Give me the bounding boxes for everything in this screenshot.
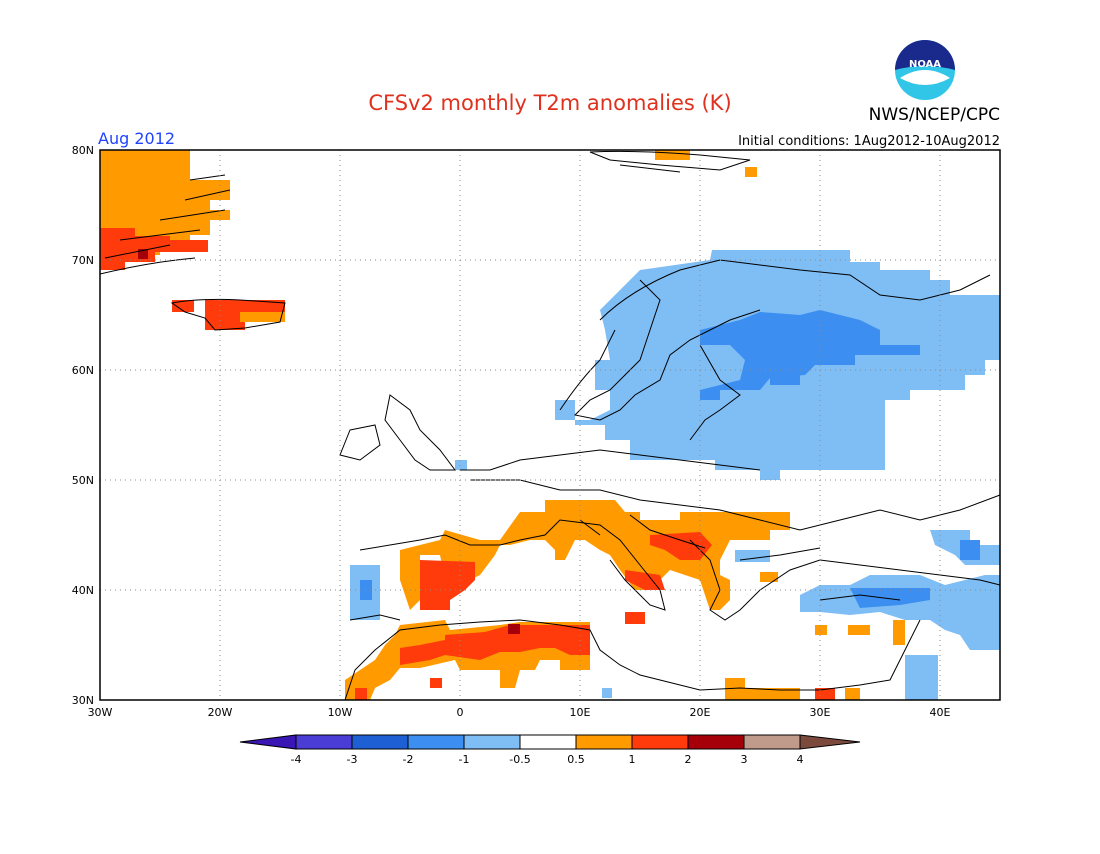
anomaly-greenland-strong [100,228,208,270]
month-label: Aug 2012 [98,129,175,148]
lon-label: 30W [88,706,113,719]
legend-label: -4 [291,753,302,766]
noaa-logo-text: NOAA [909,59,941,70]
lon-label: 40E [930,706,951,719]
lat-label: 60N [72,364,94,377]
legend-swatch [463,734,521,750]
lon-label: 10W [328,706,353,719]
legend-label: -0.5 [509,753,530,766]
legend-label: -1 [459,753,470,766]
anomaly-turkey-west-warm [815,625,827,635]
anomaly-iberia-strong [420,560,475,610]
legend-swatch [743,734,801,750]
lon-label: 20E [690,706,711,719]
anomaly-africa-coast2 [355,688,367,700]
legend-arrow-high [799,734,861,750]
anomaly-mideast-cool [905,655,938,700]
legend-label: 3 [741,753,748,766]
latitude-axis: 80N 70N 60N 50N 40N 30N [72,144,94,707]
lat-label: 80N [72,144,94,157]
anomaly-north-africa-extreme [508,624,520,634]
anomaly-levant-warm [845,688,860,700]
lon-label: 30E [810,706,831,719]
anomaly-russia-spot [770,365,800,385]
longitude-axis: 30W 20W 10W 0 10E 20E 30E 40E [88,706,951,719]
anomaly-iceland-west [172,300,194,312]
map-frame [99,149,1001,701]
anomaly-turkey-cool [800,575,1000,650]
anomaly-syria-warm [893,620,905,645]
legend-label: -2 [403,753,414,766]
anomaly-north-africa-strong [400,625,590,665]
anomaly-greece [760,572,778,582]
legend-swatch [519,734,577,750]
lat-label: 30N [72,694,94,707]
lat-label: 70N [72,254,94,267]
legend-swatch [407,734,465,750]
anomaly-blacksea-cool [735,550,770,562]
noaa-logo: NOAA [895,40,955,100]
lat-label: 50N [72,474,94,487]
legend-label: 1 [629,753,636,766]
lon-label: 10E [570,706,591,719]
anomaly-belarus-spot [828,428,840,438]
anomaly-egypt-cool [602,688,612,698]
anomaly-russia-moderate [700,310,920,400]
anomaly-greenland-extreme [138,249,148,259]
anomaly-southern-europe-moderate [400,500,790,610]
anomaly-iceland-moderate [240,312,285,322]
legend-label: 4 [797,753,804,766]
lon-label: 20W [208,706,233,719]
anomaly-svalbard [655,150,690,160]
agency-label: NWS/NCEP/CPC [869,105,1000,125]
legend-label: 2 [685,753,692,766]
anomaly-caucasus-core [960,540,980,560]
graticule [100,150,1000,700]
legend-arrow-low [239,734,297,750]
anomaly-sicily [625,612,645,624]
anomaly-fields [100,150,1000,700]
anomaly-africa-coast [430,678,442,688]
anomaly-turkey-core [850,588,930,608]
legend-swatch [631,734,689,750]
anomaly-cyprus-warm [848,625,870,635]
anomaly-svalbard-2 [745,167,757,177]
legend-swatch [295,734,353,750]
lon-label: 0 [457,706,464,719]
legend-swatch [351,734,409,750]
legend-swatch [687,734,745,750]
map-plot-area [99,149,1001,701]
color-legend: -4 -3 -2 -1 -0.5 0.5 1 2 3 4 [239,734,861,766]
legend-label: -3 [347,753,358,766]
legend-label: 0.5 [567,753,585,766]
lat-label: 40N [72,584,94,597]
anomaly-ukspot [455,460,467,470]
coastlines [99,150,1001,701]
legend-swatch [575,734,633,750]
anomaly-italy-strong [625,570,665,590]
anomaly-italy-balkans-strong [650,532,712,560]
map-title: CFSv2 monthly T2m anomalies (K) [368,91,731,115]
initial-conditions-label: Initial conditions: 1Aug2012-10Aug2012 [738,134,1000,149]
